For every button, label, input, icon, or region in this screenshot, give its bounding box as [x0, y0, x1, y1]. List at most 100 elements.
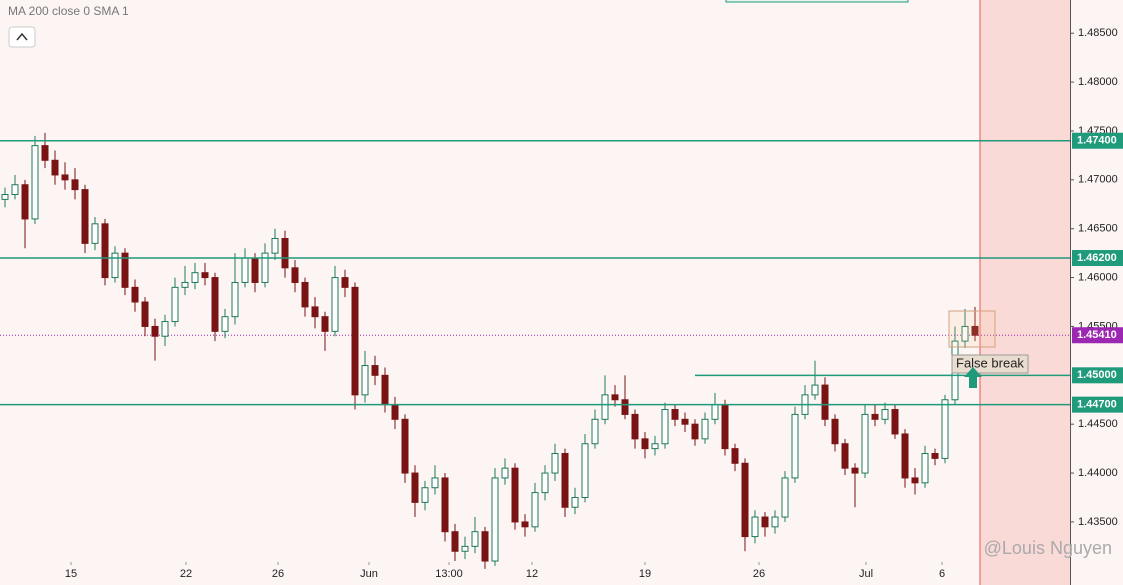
candle-body: [751, 516, 759, 538]
x-tick-label: 22: [180, 568, 192, 580]
candle-body: [371, 365, 379, 376]
candle-body: [121, 252, 129, 288]
candle-body: [681, 418, 689, 425]
candle-body: [961, 325, 969, 342]
candle-body: [841, 443, 849, 469]
range-box: [948, 310, 996, 348]
candle-body: [321, 316, 329, 332]
candle-body: [601, 394, 609, 420]
candle-body: [261, 252, 269, 283]
candle-body: [11, 184, 19, 196]
y-tick-label: 1.44000: [1078, 467, 1118, 479]
watermark: @Louis Nguyen: [984, 538, 1112, 558]
candle-body: [181, 281, 189, 288]
candle-body: [631, 413, 639, 440]
candle-body: [391, 404, 399, 420]
candle-body: [141, 301, 149, 327]
candle-body: [921, 453, 929, 484]
x-tick-label: 12: [526, 568, 538, 580]
candle-body: [791, 413, 799, 479]
arrow-up: [964, 367, 982, 388]
candle-body: [871, 413, 879, 420]
candle-body: [451, 531, 459, 552]
candle-body: [301, 281, 309, 308]
candle-body: [271, 237, 279, 254]
candle-body: [891, 409, 899, 435]
candle-body: [91, 223, 99, 244]
indicator-label: MA 200 close 0 SMA 1: [8, 4, 129, 18]
candle-body: [491, 477, 499, 562]
candle-body: [41, 145, 49, 161]
level-label: 1.45000: [1077, 369, 1117, 381]
future-zone: [980, 0, 1070, 585]
candle-body: [691, 423, 699, 440]
candle-body: [811, 384, 819, 396]
candle-body: [531, 492, 539, 528]
y-tick-label: 1.46000: [1078, 271, 1118, 283]
top-box: [725, 0, 909, 3]
x-tick-label: Jul: [859, 568, 873, 580]
x-tick-label: 26: [272, 568, 284, 580]
candle-body: [641, 438, 649, 450]
candle-body: [521, 521, 529, 528]
candle-body: [131, 286, 139, 303]
candle-body: [671, 409, 679, 420]
x-tick-label: 19: [639, 568, 651, 580]
candle-body: [571, 496, 579, 508]
candle-body: [351, 286, 359, 396]
level-label-bg: [1072, 132, 1123, 149]
candle-body: [21, 184, 29, 220]
y-tick-label: 1.48500: [1078, 27, 1118, 39]
candle-body: [71, 179, 79, 191]
candle-body: [31, 145, 39, 220]
candle-body: [201, 272, 209, 279]
candle-body: [211, 277, 219, 332]
candle-body: [441, 477, 449, 533]
last-price-label-bg: [1072, 327, 1123, 344]
level-label-bg: [1072, 367, 1123, 384]
candle-body: [191, 272, 199, 283]
collapse-button[interactable]: [8, 26, 36, 48]
candle-body: [861, 413, 869, 474]
candle-body: [381, 374, 389, 406]
x-tick-label: 13:00: [435, 568, 463, 580]
candle-body: [51, 159, 59, 176]
candle-body: [501, 467, 509, 479]
y-tick-label: 1.44500: [1078, 418, 1118, 430]
candle-body: [781, 477, 789, 518]
candle-body: [611, 394, 619, 401]
candle-body: [591, 418, 599, 445]
candle-body: [111, 252, 119, 279]
candle-body: [101, 223, 109, 279]
candle-body: [61, 174, 69, 181]
candle-body: [701, 418, 709, 440]
candle-body: [711, 404, 719, 420]
candle-body: [621, 399, 629, 415]
candle-body: [741, 462, 749, 538]
candle-body: [941, 399, 949, 459]
y-tick-label: 1.46500: [1078, 223, 1118, 235]
candle-body: [901, 433, 909, 479]
candle-body: [461, 545, 469, 552]
candle-body: [721, 404, 729, 450]
candle-body: [161, 321, 169, 337]
candle-body: [401, 418, 409, 474]
candle-body: [311, 306, 319, 318]
candle-body: [171, 286, 179, 323]
candle-body: [851, 467, 859, 474]
candle-body: [431, 477, 439, 489]
collapse-icon: [16, 32, 28, 41]
level-label-bg: [1072, 396, 1123, 413]
candle-body: [361, 365, 369, 396]
last-price-label: 1.45410: [1077, 329, 1117, 341]
level-label: 1.44700: [1077, 399, 1117, 411]
candle-body: [931, 453, 939, 459]
candle-body: [661, 409, 669, 445]
candle-body: [541, 472, 549, 494]
candle-body: [331, 277, 339, 332]
y-tick-label: 1.43500: [1078, 516, 1118, 528]
level-label-bg: [1072, 250, 1123, 267]
candle-body: [771, 516, 779, 528]
candle-body: [481, 531, 489, 562]
